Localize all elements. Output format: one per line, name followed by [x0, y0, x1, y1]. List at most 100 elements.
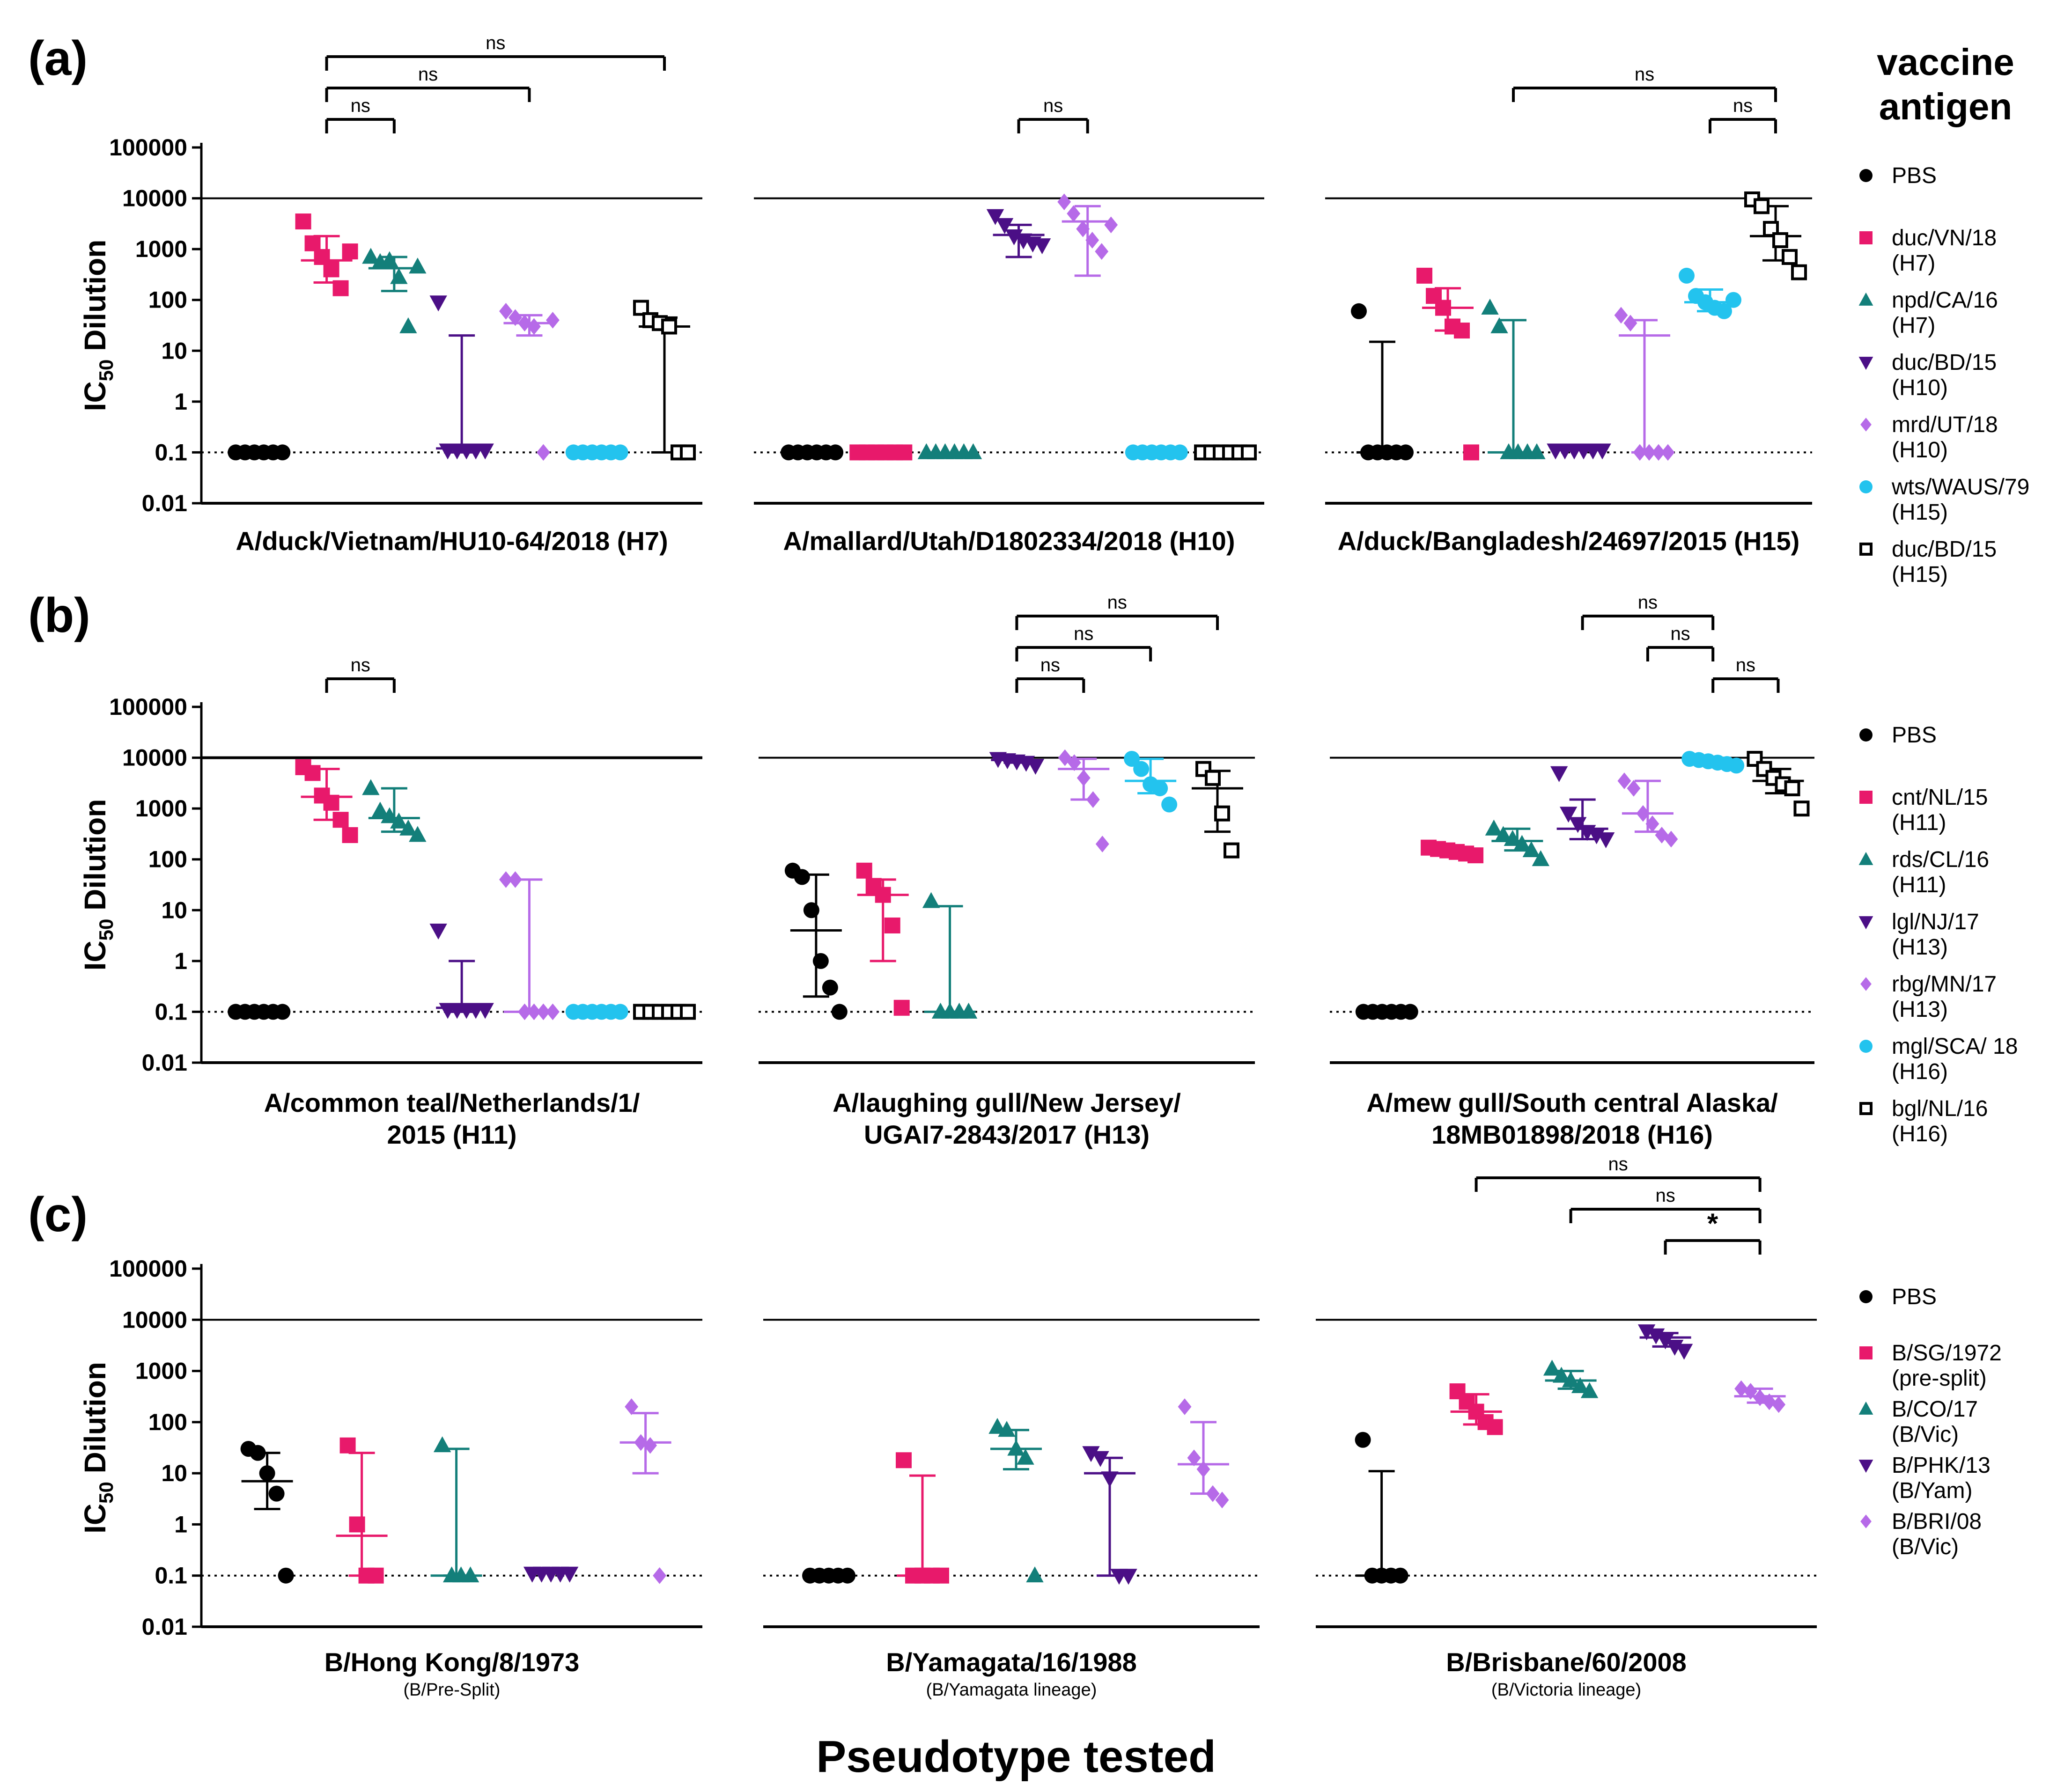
data-point: [536, 1003, 550, 1021]
data-point: [1082, 1446, 1100, 1462]
data-point: [1481, 298, 1499, 315]
data-point: [1734, 1380, 1748, 1397]
data-point: [1026, 1566, 1044, 1583]
group-duc-bd-15-h15-: [1744, 191, 1807, 280]
group-mgl-sca-18-h16-: [1124, 750, 1178, 813]
group-b-phk-13-b-yam-: [1637, 1324, 1693, 1360]
panel-0: (a) 100000 10000 1000 100 10 1 0.1 0.01 IC50 Dilu…: [28, 31, 2029, 587]
data-point: [1782, 249, 1798, 265]
legend-marker: [1859, 1290, 1873, 1303]
legend-marker: [1859, 1102, 1873, 1115]
data-point: [1580, 1382, 1599, 1398]
data-point: [1675, 1344, 1693, 1360]
sig-label: ns: [1074, 624, 1093, 644]
group-npd-ca-16-h7-: [362, 248, 427, 333]
y-tick-label: 0.1: [155, 439, 187, 465]
data-point: [527, 1003, 541, 1021]
panel-label: (b): [28, 588, 90, 643]
legend-title: vaccine antigen: [1877, 41, 2014, 127]
data-point: [1772, 1396, 1786, 1413]
group-pbs: [1351, 303, 1414, 461]
data-point: [680, 444, 696, 461]
data-point: [1351, 303, 1367, 319]
legend-label-line-2: (B/Vic): [1892, 1535, 1959, 1559]
data-point: [1120, 1569, 1137, 1585]
group-duc-bd-15-h10-: [429, 295, 494, 460]
data-point: [546, 312, 560, 329]
y-tick-label: 100000: [109, 1256, 187, 1282]
data-point: [1725, 292, 1741, 308]
data-point: [1095, 243, 1109, 260]
data-point: [998, 1421, 1016, 1437]
group-mrd-ut-18-h10-: [1614, 307, 1675, 461]
legend-label-line-2: (H16): [1892, 1122, 1948, 1146]
group-b-bri-08-b-vic-: [1734, 1380, 1786, 1413]
data-point: [527, 318, 541, 335]
data-point: [1058, 749, 1072, 766]
group-b-sg-1972-pre-split-: [896, 1452, 949, 1584]
legend-2: PBSB/SG/1972(pre-split)B/CO/17(B/Vic)B/P…: [1858, 1285, 2002, 1559]
group-b-co-17-b-vic-: [1543, 1359, 1599, 1398]
group-mgl-sca-18-h16-: [1681, 750, 1745, 774]
y-label-sub: 50: [95, 1482, 117, 1504]
data-point: [1762, 1393, 1777, 1410]
data-point: [1543, 1359, 1561, 1376]
data-point: [304, 765, 321, 781]
legend-label-line-2: (H13): [1892, 997, 1948, 1022]
data-point: [278, 1567, 294, 1584]
data-point: [831, 1004, 848, 1020]
data-point: [922, 892, 940, 908]
data-point: [339, 1437, 356, 1454]
legend-label-line-2: (H16): [1892, 1059, 1948, 1084]
data-point: [1086, 791, 1100, 808]
data-point: [1569, 817, 1587, 833]
legend-label-line-2: (H7): [1892, 313, 1935, 338]
y-label-main: IC: [78, 381, 112, 411]
data-point: [1647, 1328, 1665, 1344]
x-label: A/laughing gull/New Jersey/: [833, 1088, 1181, 1117]
group-b-co-17-b-vic-: [430, 1436, 482, 1583]
x-label: A/duck/Bangladesh/24697/2015 (H15): [1338, 526, 1800, 556]
data-point: [1728, 757, 1745, 774]
data-point: [517, 1003, 531, 1021]
group-pbs: [228, 1004, 291, 1020]
data-point: [274, 1004, 291, 1020]
data-point: [1026, 758, 1045, 775]
data-point: [342, 827, 358, 843]
group-bgl-nl-16-h16-: [633, 1004, 696, 1020]
data-point: [1597, 832, 1615, 849]
data-point: [304, 235, 321, 251]
legend-label: mrd/UT/18: [1892, 412, 1998, 437]
data-point: [1161, 796, 1178, 813]
data-point: [409, 826, 427, 842]
data-point: [1593, 443, 1611, 460]
group-duc-bd-15-h10-: [986, 209, 1051, 258]
sig-label: ns: [351, 655, 370, 676]
legend-label-line-2: (B/Yam): [1892, 1478, 1972, 1503]
data-point: [259, 1465, 275, 1482]
sig-label: ns: [1040, 655, 1060, 676]
data-point: [508, 309, 522, 326]
subplot-2-2: * ns ns B/Brisbane/60/2008 (B/Victoria linea…: [1316, 1154, 1817, 1700]
data-point: [1067, 205, 1081, 222]
data-point: [1215, 1491, 1229, 1509]
data-point: [1679, 267, 1695, 284]
data-point: [964, 443, 982, 459]
legend-marker: [1858, 292, 1873, 306]
group-pbs: [784, 862, 848, 1020]
legend-label: PBS: [1892, 1285, 1937, 1309]
data-point: [1791, 264, 1807, 280]
legend-marker: [1859, 728, 1873, 742]
sig-label: ns: [1608, 1154, 1628, 1175]
x-label: B/Hong Kong/8/1973: [324, 1647, 580, 1677]
x-sublabel: (B/Pre-Split): [404, 1680, 501, 1700]
legend-marker: [1858, 1401, 1873, 1415]
x-label: 2015 (H11): [387, 1120, 516, 1149]
sig-label: ns: [1638, 592, 1658, 613]
data-point: [1187, 1449, 1201, 1467]
sig-label: ns: [1736, 655, 1755, 676]
group-cnt-nl-15-h11-: [856, 862, 910, 1016]
data-point: [625, 1398, 639, 1415]
group-duc-vn-18-h7-: [295, 213, 358, 296]
